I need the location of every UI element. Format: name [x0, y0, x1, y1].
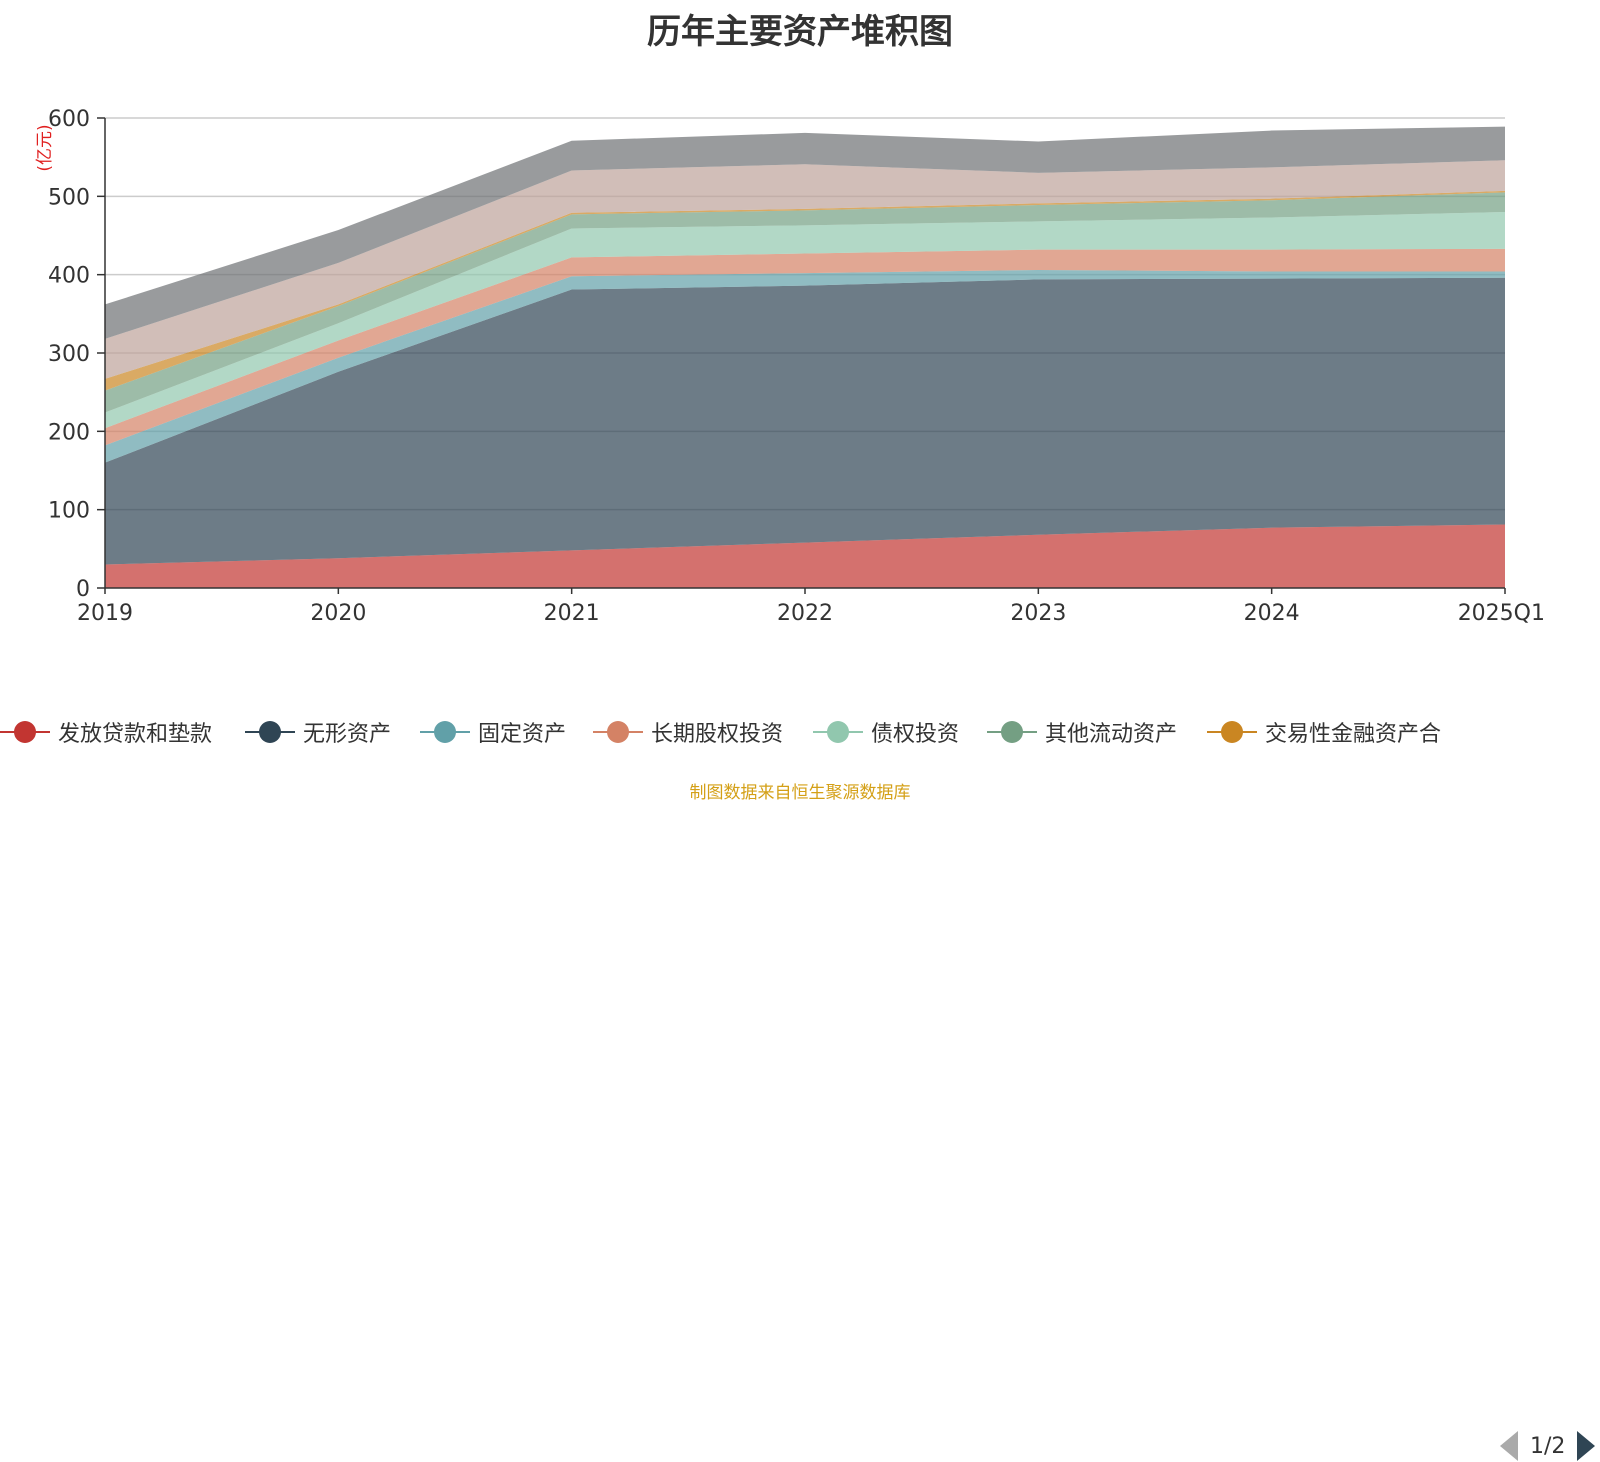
y-axis-unit-label: (亿元): [35, 124, 55, 171]
area-series-3[interactable]: [105, 248, 1505, 446]
y-tick-label: 600: [48, 107, 90, 132]
x-tick-label: 2020: [310, 601, 366, 626]
stacked-area-chart: 0 100 200 300 400 500 600 2019 2020 2021 2022 2023 2…: [35, 107, 1545, 626]
legend-label: 无形资产: [303, 722, 392, 747]
legend-marker-icon: [813, 712, 863, 752]
y-tick-label: 100: [48, 499, 90, 524]
legend-marker-icon: [593, 712, 643, 752]
x-tick-label: 2024: [1244, 601, 1300, 626]
legend-label: 长期股权投资: [651, 722, 784, 747]
legend-label: 债权投资: [871, 722, 960, 747]
chart-title: 历年主要资产堆积图: [647, 12, 953, 52]
y-tick-label: 300: [48, 342, 90, 367]
legend-marker-icon: [0, 712, 50, 752]
legend-item[interactable]: 固定资产: [420, 712, 566, 752]
area-series: [105, 126, 1505, 588]
legend-item[interactable]: 交易性金融资产合: [1207, 712, 1441, 752]
legend-item[interactable]: 债权投资: [813, 712, 959, 752]
legend-page-indicator: 1/2: [1530, 1433, 1566, 1459]
x-tick-label: 2021: [544, 601, 600, 626]
x-tick-label: 2023: [1010, 601, 1066, 626]
legend-label: 其他流动资产: [1045, 722, 1178, 747]
area-series-8[interactable]: [105, 126, 1505, 339]
area-series-4[interactable]: [105, 212, 1505, 429]
legend-item[interactable]: 发放贷款和垫款: [0, 712, 212, 752]
legend-label: 固定资产: [478, 722, 567, 747]
legend-prev-page-arrow-icon[interactable]: [1500, 1431, 1518, 1461]
legend-marker-icon: [420, 712, 470, 752]
y-tick-label: 400: [48, 264, 90, 289]
y-tick-label: 0: [76, 577, 90, 602]
area-series-7[interactable]: [105, 160, 1505, 379]
legend-next-page-arrow-icon[interactable]: [1577, 1431, 1596, 1461]
y-tick-label: 500: [48, 185, 90, 210]
legend-pager: 1/2: [1500, 1430, 1596, 1462]
legend-label: 交易性金融资产合: [1265, 722, 1442, 747]
area-series-0[interactable]: [105, 524, 1505, 588]
y-tick-label: 200: [48, 420, 90, 445]
area-series-5[interactable]: [105, 192, 1505, 413]
data-source-note: 制图数据来自恒生聚源数据库: [689, 783, 911, 803]
x-tick-label: 2022: [777, 601, 833, 626]
chart-legend: 发放贷款和垫款 无形资产 固定资产 长期股权投资 债权投资 其他流动资产 交易性金融资产合 …: [0, 712, 1600, 1461]
legend-marker-icon: [245, 712, 295, 752]
legend-label: 发放贷款和垫款: [58, 722, 213, 747]
axes: 0 100 200 300 400 500 600 2019 2020 2021 2022 2023 2…: [48, 107, 1545, 626]
x-tick-label: 2019: [77, 601, 133, 626]
legend-marker-icon: [1207, 712, 1257, 752]
area-series-1[interactable]: [105, 277, 1505, 565]
area-series-2[interactable]: [105, 269, 1505, 463]
legend-item[interactable]: 无形资产: [245, 712, 391, 752]
legend-marker-icon: [987, 712, 1037, 752]
legend-item[interactable]: 其他流动资产: [987, 712, 1177, 752]
x-tick-label: 2025Q1: [1458, 601, 1545, 626]
legend-item[interactable]: 长期股权投资: [593, 712, 783, 752]
